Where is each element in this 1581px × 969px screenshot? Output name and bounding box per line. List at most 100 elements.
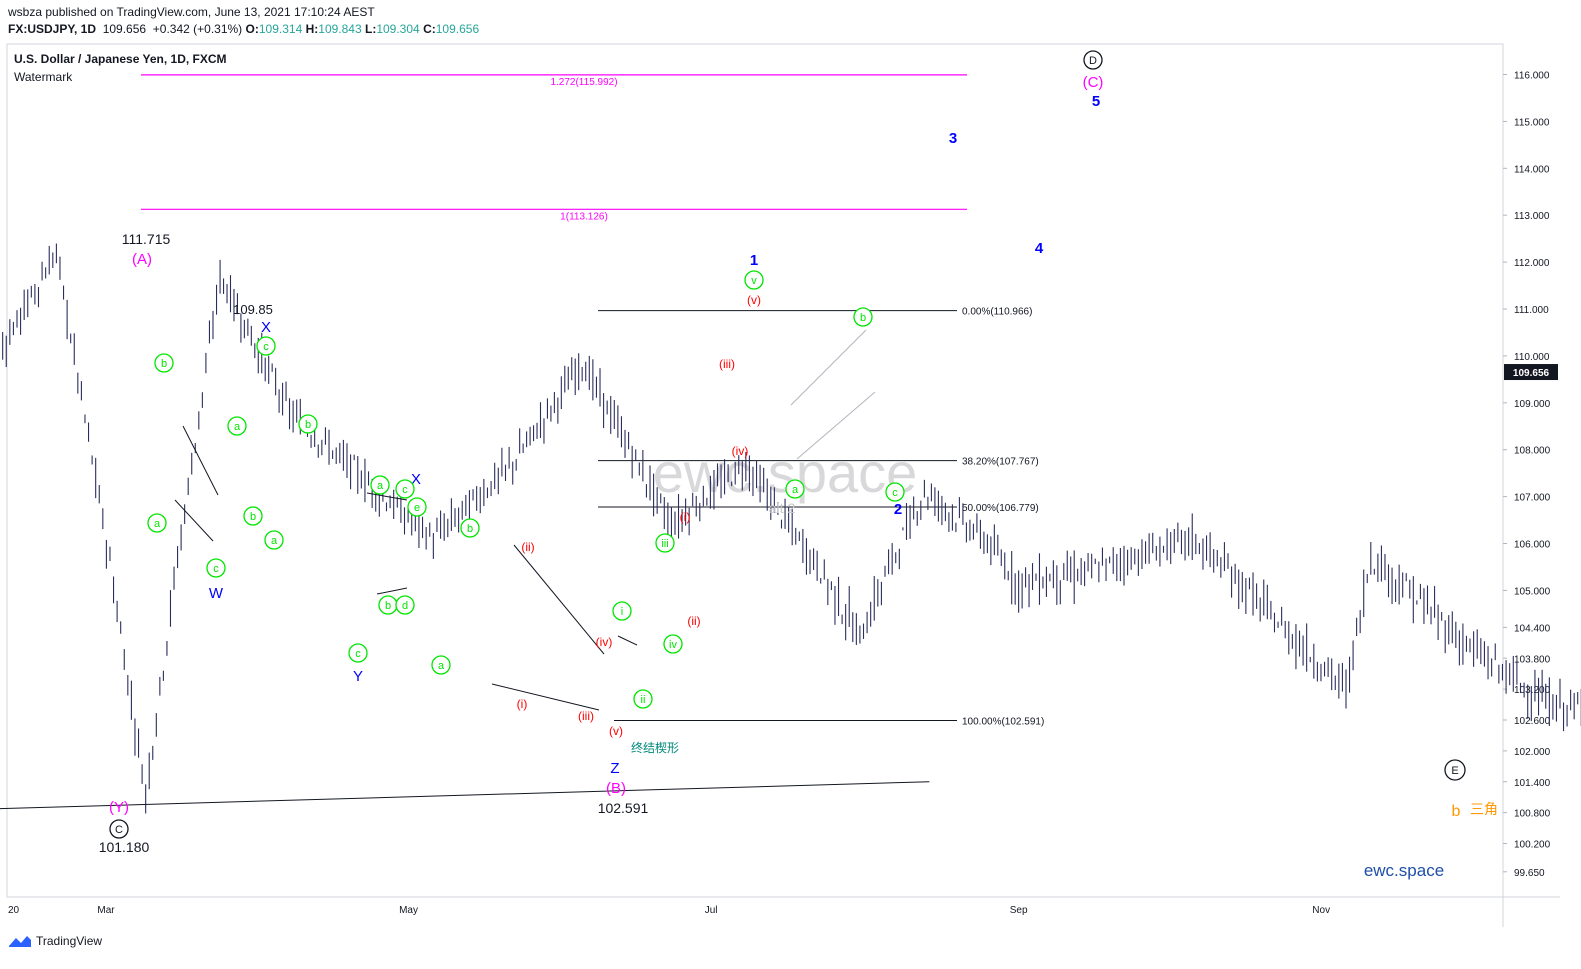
x-tick-label: May [399,905,418,916]
wave-green-label-circle [206,558,226,578]
wave-green-label-circle [256,336,276,356]
alt-2-note: alt 2 [769,500,796,516]
high-label: H: [305,22,319,36]
close-value: 109.656 [435,22,480,36]
triangle-note: 三角 [1470,801,1498,817]
y-tick-label: 108.000 [1514,446,1551,457]
wave-green-label: c [213,563,219,575]
retracement-label: 0.00%(110.966) [962,307,1032,318]
y-tick-label: 103.200 [1514,685,1551,696]
wave-black-label-circle [109,819,129,839]
last-price-axis-label: 109.656 [1513,368,1550,379]
wave-green-label-circle [853,307,873,327]
pattern-trendline [513,544,605,655]
wave-red-label: (v) [747,293,761,307]
wave-C-label: (C) [1083,74,1104,91]
wave-black-label: E [1451,765,1458,777]
y-tick-label: 101.400 [1514,778,1551,789]
wave-green-label-circle [633,689,653,709]
wave-green-label-circle [663,634,683,654]
y-tick-label: 102.000 [1514,747,1551,758]
footer-brand: TradingView [36,934,103,948]
last-price-box [1504,364,1558,381]
wave-green-label: d [402,600,408,612]
wave-A-label: (A) [132,251,152,268]
y-tick-label: 104.400 [1514,623,1551,634]
retracement-label: 50.00%(106.779) [962,503,1039,514]
y-tick-label: 111.000 [1514,305,1549,316]
wave-black-label-circle [1444,759,1466,781]
wave-green-label-circle [885,482,905,502]
wave-red-label: (i) [680,510,691,524]
tradingview-footer[interactable]: TradingView [8,934,102,948]
chart-title: U.S. Dollar / Japanese Yen, 1D, FXCM [14,52,227,66]
pattern-trendline [790,329,867,406]
price-label-x: 109.85 [233,302,273,317]
wave-green-label: b [385,600,391,612]
price-change: +0.342 (+0.31%) [152,22,243,36]
retracement-label: 38.20%(107.767) [962,457,1039,468]
wave-green-label: a [234,421,241,433]
y-tick-label: 100.200 [1514,840,1551,851]
fib-extension-label: 1(113.126) [560,211,608,222]
wave-green-label-circle [612,601,632,621]
wave-red-label: (v) [609,724,623,738]
high-value: 109.843 [318,22,362,36]
wave-green-label-circle [264,530,284,550]
wave-green-label-circle [227,416,247,436]
wave-green-label-circle [407,497,427,517]
wave-blue-label: 3 [949,130,957,147]
base-trendline [0,781,930,810]
y-tick-label: 109.000 [1514,399,1551,410]
wave-red-label: (ii) [687,614,700,628]
wave-green-label-circle [370,475,390,495]
wave-green-label: c [263,341,269,353]
wave-green-label: b [250,511,256,523]
price-label-low-b: 102.591 [598,800,649,816]
wave-green-label-circle [147,513,167,533]
pattern-trendline [366,492,408,501]
wave-blue-label: X [411,471,421,488]
retracement-label: 100.00%(102.591) [962,716,1044,727]
x-tick-label: Mar [97,905,115,916]
low-value: 109.304 [376,22,420,36]
wave-green-label-circle [154,353,174,373]
y-tick-label: 103.800 [1514,654,1551,665]
wave-green-label: a [792,484,799,496]
pattern-trendline [491,683,600,711]
pattern-trendline [174,499,214,542]
price-label-high: 111.715 [122,231,171,247]
y-tick-label: 105.000 [1514,586,1551,597]
ending-wedge-note: 终结楔形 [631,740,679,755]
wave-blue-label: 5 [1092,93,1100,110]
y-tick-label: 102.600 [1514,716,1551,727]
wave-green-label-circle [395,479,415,499]
pattern-trendline [376,587,408,595]
wave-blue-label: X [261,319,271,336]
x-tick-label: Sep [1010,905,1028,916]
wave-orange-b-label: b [1452,803,1461,820]
wave-blue-label: 2 [894,501,902,518]
y-tick-label: 99.650 [1514,868,1545,879]
wave-red-label: (iii) [578,709,594,723]
wave-green-label: i [621,606,623,618]
wave-green-label-circle [655,533,675,553]
wave-red-label: (ii) [521,540,534,554]
x-tick-label: 20 [8,905,20,916]
wave-blue-label: Y [353,668,363,685]
x-tick-label: Nov [1312,905,1330,916]
wave-green-label: c [402,484,408,496]
y-tick-label: 113.000 [1514,211,1550,222]
wave-green-label: v [751,275,757,287]
wave-black-label: C [115,824,123,836]
wave-green-label-circle [395,595,415,615]
wave-green-label: iv [669,639,677,651]
close-label: C: [423,22,436,36]
wave-red-label: (i) [517,697,528,711]
wave-green-label: e [414,502,420,514]
y-tick-label: 100.800 [1514,809,1551,820]
wave-green-label: c [892,487,898,499]
wave-B-label: (B) [606,780,626,797]
wave-black-label-circle [1083,50,1103,70]
